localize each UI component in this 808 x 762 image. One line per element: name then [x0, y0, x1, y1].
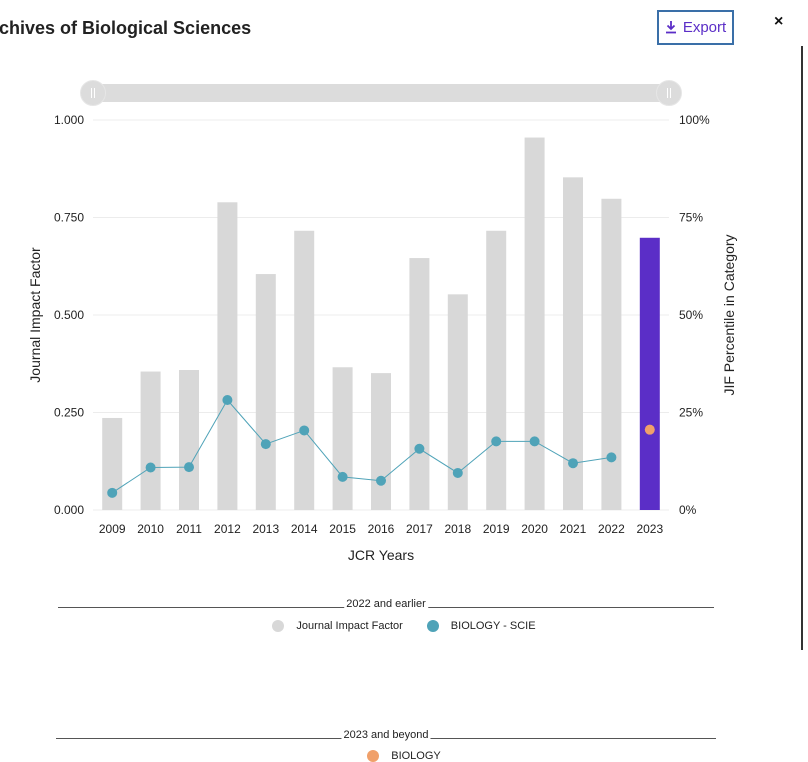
y2-tick-label: 50%: [679, 308, 703, 322]
grip-icon: [91, 88, 95, 98]
legend-item-label: BIOLOGY: [391, 750, 441, 762]
x-tick-label: 2018: [444, 522, 471, 536]
download-icon: [665, 21, 676, 34]
grip-icon: [667, 88, 671, 98]
legend-items-group-2: BIOLOGY: [0, 750, 808, 762]
export-button[interactable]: Export: [657, 10, 734, 45]
legend-group-label: 2023 and beyond: [341, 729, 431, 741]
bar-2018: [447, 294, 468, 510]
point-biology-scie-2010: [145, 462, 156, 473]
export-label: Export: [682, 19, 727, 36]
legend-item-biology-scie[interactable]: BIOLOGY - SCIE: [426, 620, 536, 632]
point-biology-scie-2021: [568, 458, 578, 469]
x-tick-label: 2014: [291, 522, 318, 536]
y2-tick-label: 75%: [679, 211, 703, 225]
bar-2012: [217, 202, 238, 511]
point-biology-scie-2022: [606, 452, 617, 463]
point-biology-scie-2020: [529, 436, 540, 447]
bar-2010: [140, 371, 161, 510]
scrollbar[interactable]: [801, 46, 803, 650]
close-button[interactable]: ×: [774, 13, 784, 30]
x-tick-label: 2023: [636, 522, 663, 536]
y-tick-label: 1.000: [54, 113, 84, 127]
y2-tick-label: 100%: [679, 113, 710, 127]
legend-item-label: Journal Impact Factor: [296, 620, 403, 632]
x-tick-label: 2010: [137, 522, 164, 536]
x-tick-label: 2020: [521, 522, 548, 536]
point-biology-scie-2011: [184, 462, 194, 473]
jif-chart: 0.000 0% 0.250 25% 0.500 50% 0.750 75% 1.000 100%…: [27, 113, 737, 563]
bar-2020: [524, 137, 545, 511]
year-range-slider-track[interactable]: [92, 84, 670, 102]
page-title: rchives of Biological Sciences: [0, 18, 252, 38]
point-biology-scie-2019: [491, 436, 502, 447]
legend-item-biology[interactable]: BIOLOGY: [367, 750, 441, 762]
series-line-biology-scie: [111, 399, 612, 494]
bar-2011: [179, 369, 199, 510]
year-range-end-handle[interactable]: [656, 80, 682, 106]
x-tick-label: 2017: [406, 522, 433, 536]
point-biology-scie-2016: [376, 475, 386, 486]
y2-tick-label: 0%: [679, 503, 697, 517]
y2-axis-title: JIF Percentile in Category: [721, 234, 737, 395]
y2-tick-label: 25%: [679, 406, 703, 420]
y-tick-label: 0.750: [54, 211, 84, 225]
x-tick-label: 2011: [176, 522, 202, 536]
legend-swatch: [367, 750, 380, 762]
x-tick-label: 2021: [560, 522, 587, 536]
legend-swatch: [426, 620, 439, 632]
legend-items-group-1: Journal Impact Factor BIOLOGY - SCIE: [0, 620, 808, 632]
point-biology-scie-2015: [337, 471, 348, 482]
point-biology-scie-2017: [414, 443, 425, 454]
bar-2015: [332, 367, 353, 510]
legend-group-label: 2022 and earlier: [344, 598, 428, 610]
x-axis-title: JCR Years: [348, 547, 414, 563]
y-tick-label: 0.000: [54, 503, 84, 517]
x-tick-label: 2016: [368, 522, 395, 536]
y-axis-title: Journal Impact Factor: [27, 247, 43, 383]
y-tick-label: 0.250: [54, 406, 84, 420]
x-tick-label: 2019: [483, 522, 510, 536]
point-biology-scie-2013: [260, 439, 271, 450]
bar-2019: [486, 230, 507, 510]
point-biology-2023: [644, 424, 655, 435]
bar-2009: [102, 417, 123, 510]
x-tick-label: 2009: [99, 522, 126, 536]
x-tick-label: 2012: [214, 522, 241, 536]
bar-2014: [294, 230, 315, 510]
bar-2021: [563, 177, 583, 510]
point-biology-scie-2018: [452, 467, 463, 478]
y-tick-label: 0.500: [54, 308, 84, 322]
legend-item-journal-impact-factor[interactable]: Journal Impact Factor: [272, 620, 403, 632]
x-tick-label: 2013: [252, 522, 279, 536]
point-biology-scie-2009: [107, 487, 118, 498]
point-biology-scie-2014: [299, 425, 310, 436]
legend-swatch: [272, 620, 285, 632]
bar-2016: [371, 373, 391, 510]
year-range-start-handle[interactable]: [80, 80, 106, 106]
bar-2017: [409, 258, 430, 510]
bar-2023: [639, 237, 660, 510]
bar-2022: [601, 198, 622, 510]
bar-2013: [255, 274, 276, 510]
x-tick-label: 2022: [598, 522, 625, 536]
x-tick-label: 2015: [329, 522, 356, 536]
point-biology-scie-2012: [222, 395, 233, 406]
legend-item-label: BIOLOGY - SCIE: [450, 620, 536, 632]
